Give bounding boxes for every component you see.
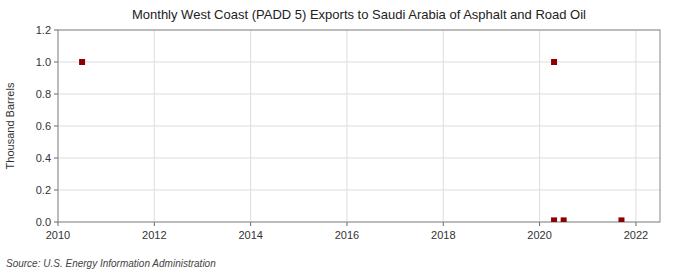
- grid-line: [443, 30, 444, 222]
- grid-line: [58, 126, 660, 127]
- tick-mark: [539, 222, 540, 226]
- grid-line: [539, 30, 540, 222]
- tick-label: 2020: [527, 229, 551, 241]
- points: [79, 59, 624, 222]
- tick-label: 0.4: [36, 152, 51, 164]
- tick-mark: [54, 190, 58, 191]
- tick-label: 0.0: [36, 216, 51, 228]
- point: [551, 59, 557, 65]
- tick-mark: [54, 222, 58, 223]
- tick-label: 1.2: [36, 24, 51, 36]
- grid-line: [58, 190, 660, 191]
- tick-mark: [54, 126, 58, 127]
- tick-label: 0.6: [36, 120, 51, 132]
- grid-line: [635, 30, 636, 222]
- point: [79, 59, 85, 65]
- tick-mark: [54, 30, 58, 31]
- tick-label: 2018: [431, 229, 455, 241]
- grid-line: [58, 158, 660, 159]
- tick-label: 2016: [335, 229, 359, 241]
- grid-line: [346, 30, 347, 222]
- tick-mark: [635, 222, 636, 226]
- tick-mark: [58, 222, 59, 226]
- tick-mark: [250, 222, 251, 226]
- tick-label: 1.0: [36, 56, 51, 68]
- tick-mark: [54, 158, 58, 159]
- tick-mark: [443, 222, 444, 226]
- grid-line: [58, 62, 660, 63]
- grid-line: [250, 30, 251, 222]
- axes: 0.0 0.2 0.4 0.6 0.8 1.0 1.2 2010 2012 2014 2016 201…: [36, 24, 660, 241]
- tick-mark: [54, 94, 58, 95]
- grid-line: [58, 94, 660, 95]
- source: Source: U.S. Energy Information Administ…: [6, 258, 216, 269]
- point: [551, 217, 557, 222]
- tick-mark: [154, 222, 155, 226]
- tick-mark: [54, 62, 58, 63]
- point: [561, 217, 567, 222]
- tick-label: 2014: [238, 229, 262, 241]
- title: Monthly West Coast (PADD 5) Exports to S…: [132, 7, 586, 22]
- point: [618, 217, 624, 222]
- tick-label: 2022: [624, 229, 648, 241]
- tick-label: 0.2: [36, 184, 51, 196]
- chart: 0.0 0.2 0.4 0.6 0.8 1.0 1.2 2010 2012 2014 2016 201…: [0, 0, 675, 275]
- plot-frame: [58, 30, 660, 222]
- grid-line: [154, 30, 155, 222]
- tick-mark: [346, 222, 347, 226]
- tick-label: 2012: [142, 229, 166, 241]
- tick-label: 2010: [46, 229, 70, 241]
- grid: [58, 30, 660, 222]
- y-axis-label: Thousand Barrels: [4, 82, 16, 169]
- tick-label: 0.8: [36, 88, 51, 100]
